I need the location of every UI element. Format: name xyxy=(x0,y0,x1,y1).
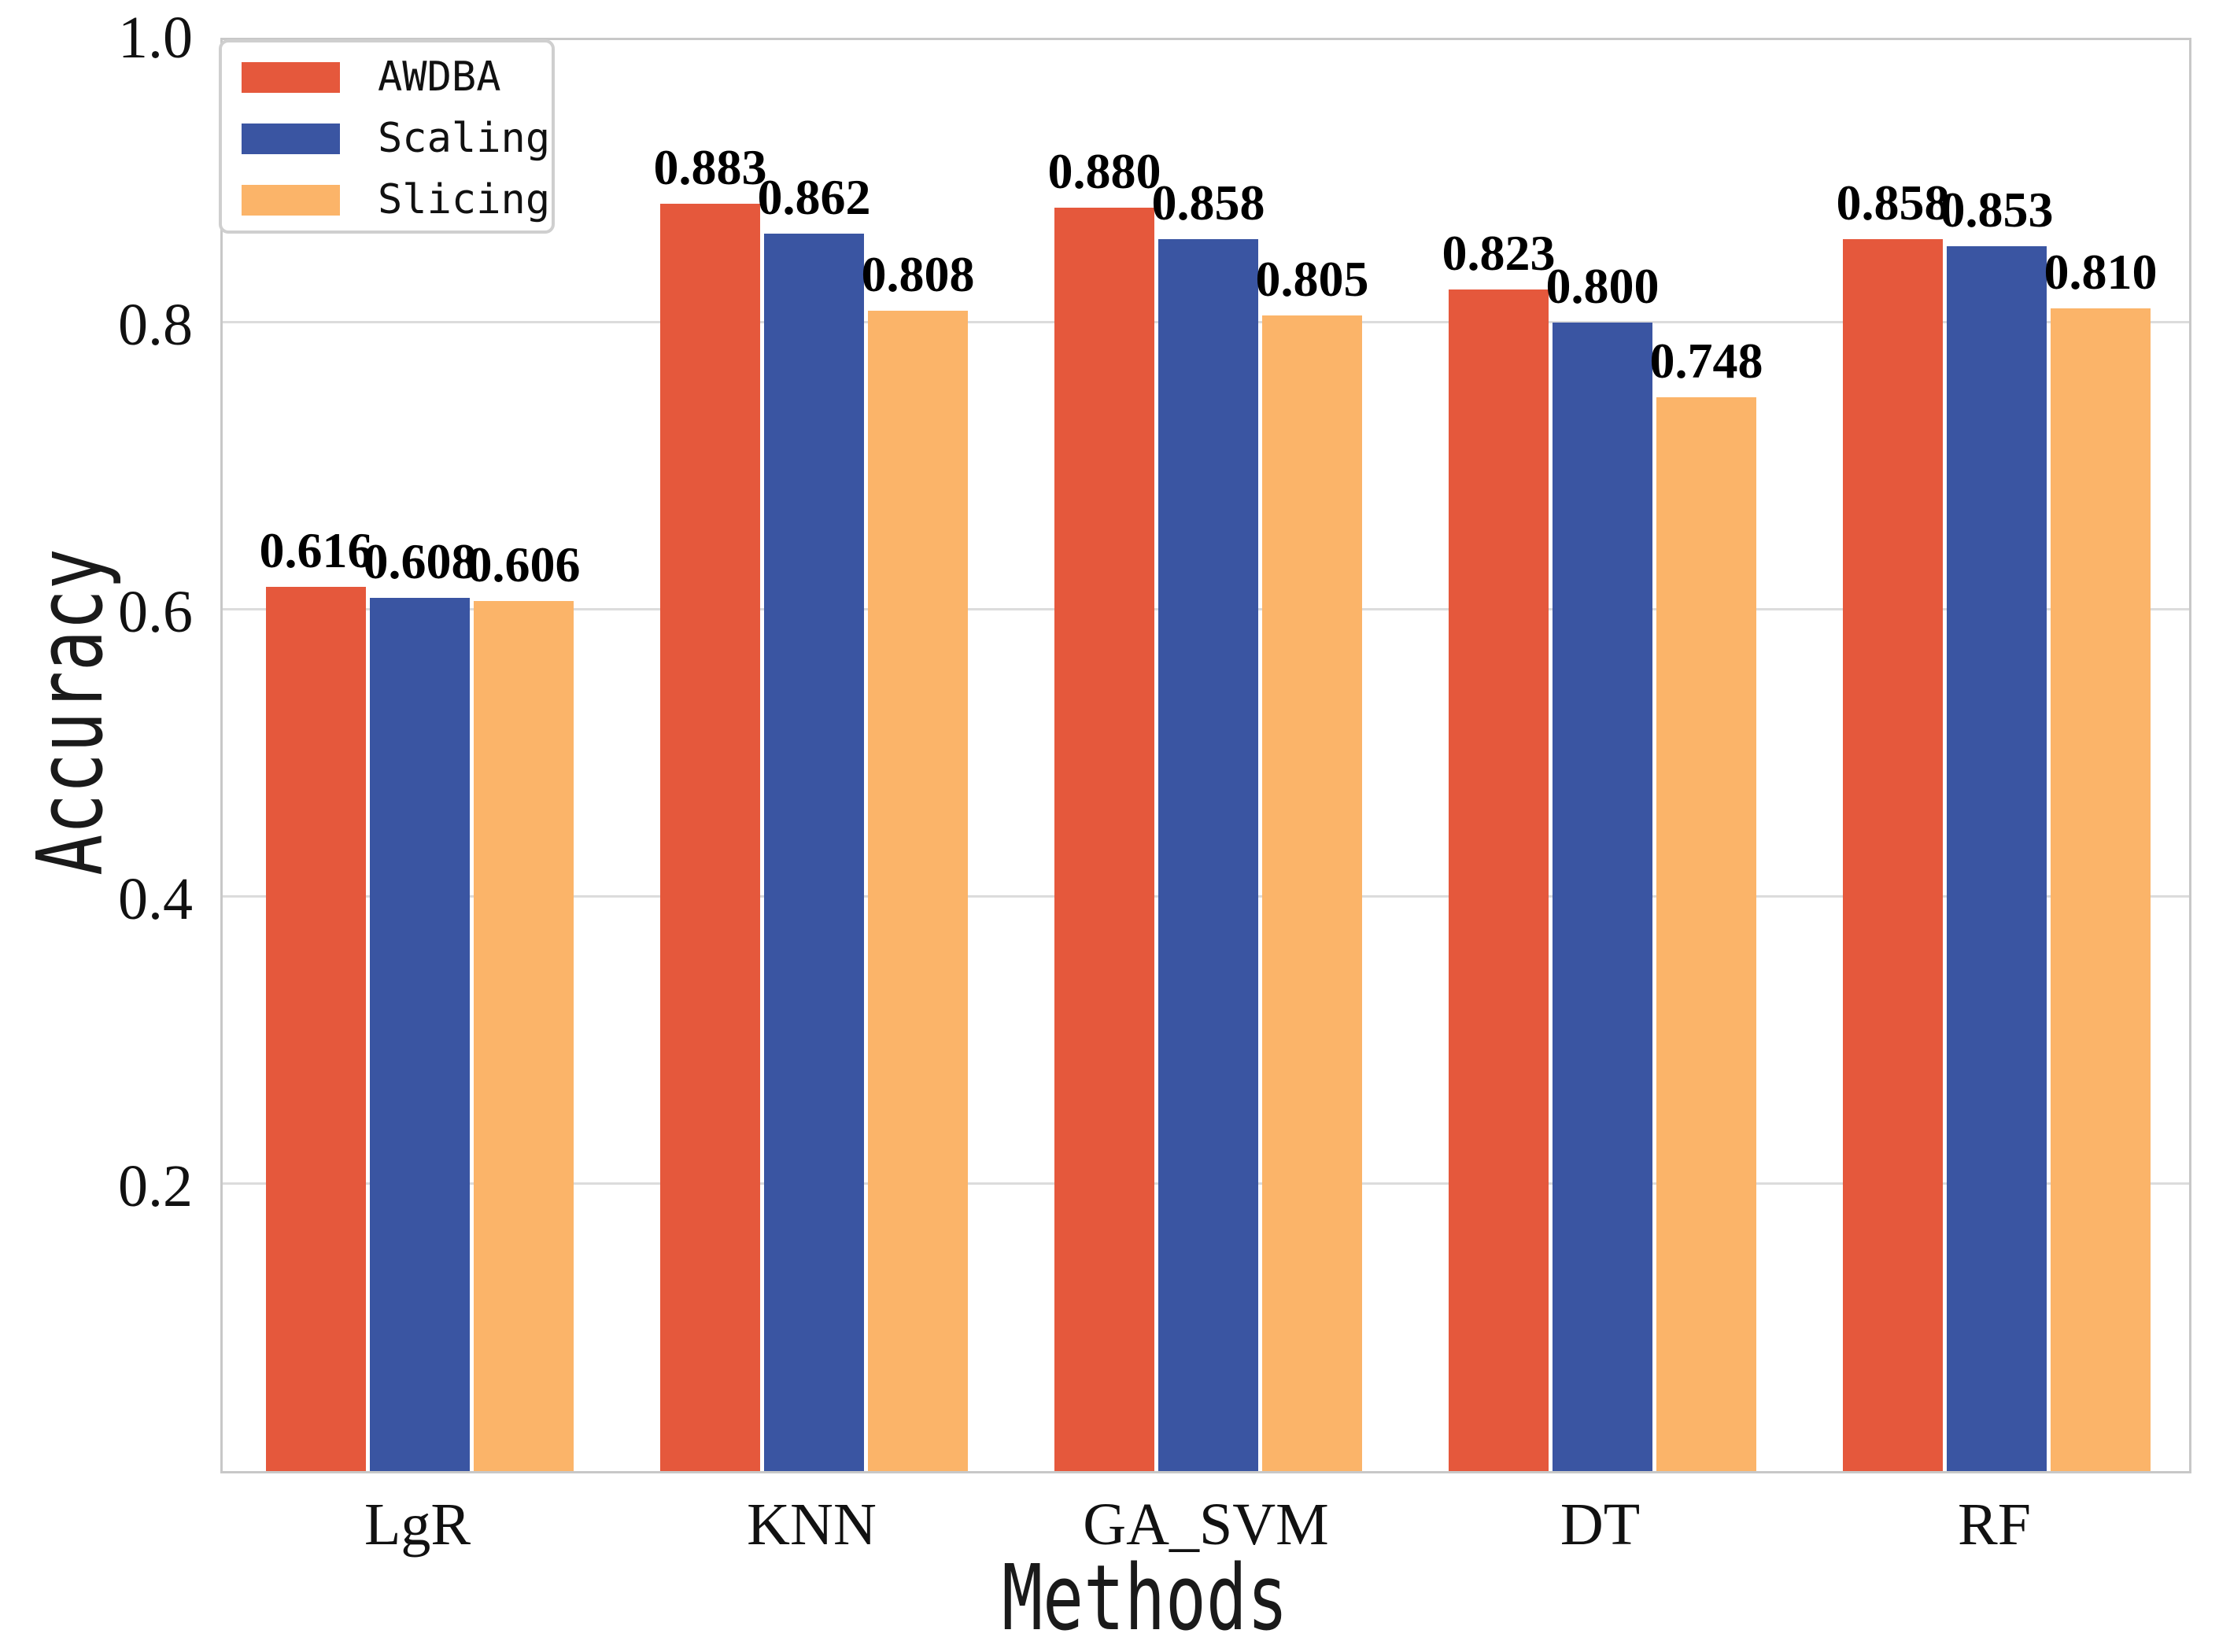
x-axis-title: Methods xyxy=(1002,1546,1288,1651)
bar-value-label: 0.880 xyxy=(1047,143,1161,199)
x-tick-label-rf: RF xyxy=(1958,1492,2031,1558)
bar-value-label: 0.858 xyxy=(1836,175,1950,231)
legend-label: AWDBA xyxy=(378,53,501,101)
bar-value-label: 0.862 xyxy=(757,168,871,225)
bar-value-label: 0.883 xyxy=(653,138,767,195)
legend-swatch-scaling xyxy=(242,123,340,154)
legend-label: Scaling xyxy=(378,115,551,162)
bar-value-label: 0.606 xyxy=(467,537,581,593)
legend-label: Slicing xyxy=(378,176,551,223)
x-tick-label-dt: DT xyxy=(1560,1492,1641,1558)
bar-awdba-dt xyxy=(1449,289,1549,1471)
bar-slicing-knn xyxy=(868,311,968,1471)
bar-scaling-knn xyxy=(764,233,864,1471)
bar-value-label: 0.853 xyxy=(1940,182,2054,238)
bar-value-label: 0.800 xyxy=(1545,258,1660,314)
bar-value-label: 0.608 xyxy=(363,533,477,590)
bar-awdba-rf xyxy=(1843,239,1943,1471)
y-tick-label-0.4: 0.4 xyxy=(118,866,193,932)
legend-item-slicing: Slicing xyxy=(242,169,552,230)
legend-item-awdba: AWDBA xyxy=(242,46,552,108)
y-tick-label-0.2: 0.2 xyxy=(118,1153,193,1219)
bar-value-label: 0.823 xyxy=(1442,225,1556,282)
bar-scaling-rf xyxy=(1947,246,2047,1471)
bar-scaling-lgr xyxy=(370,598,470,1471)
x-tick-label-lgr: LgR xyxy=(364,1492,471,1558)
bar-scaling-dt xyxy=(1553,323,1652,1471)
bar-awdba-knn xyxy=(660,203,760,1471)
x-tick-label-ga_svm: GA_SVM xyxy=(1083,1492,1329,1558)
bar-value-label: 0.616 xyxy=(259,522,373,578)
bar-value-label: 0.810 xyxy=(2044,243,2158,300)
legend: AWDBA Scaling Slicing xyxy=(219,39,555,234)
bar-slicing-dt xyxy=(1656,396,1756,1471)
bar-value-label: 0.858 xyxy=(1151,175,1265,231)
bar-slicing-rf xyxy=(2051,308,2151,1471)
bar-value-label: 0.808 xyxy=(861,246,975,303)
y-tick-label-1.0: 1.0 xyxy=(118,5,193,71)
y-axis-title: Accuracy xyxy=(18,548,124,876)
legend-swatch-awdba xyxy=(242,61,340,93)
plot-area: 0.616 0.608 0.606 0.883 0.862 0.808 0.880 0.858… xyxy=(220,38,2191,1473)
legend-item-scaling: Scaling xyxy=(242,108,552,169)
legend-swatch-slicing xyxy=(242,184,340,216)
bar-awdba-lgr xyxy=(266,586,366,1471)
y-tick-label-0.8: 0.8 xyxy=(118,292,193,358)
x-tick-label-knn: KNN xyxy=(747,1492,877,1558)
bar-awdba-ga_svm xyxy=(1054,208,1154,1471)
bar-value-label: 0.748 xyxy=(1649,332,1763,389)
bar-value-label: 0.805 xyxy=(1255,250,1369,307)
bar-slicing-ga_svm xyxy=(1262,315,1362,1471)
bar-scaling-ga_svm xyxy=(1158,239,1258,1471)
bar-slicing-lgr xyxy=(474,601,574,1471)
y-tick-label-0.6: 0.6 xyxy=(118,579,193,645)
